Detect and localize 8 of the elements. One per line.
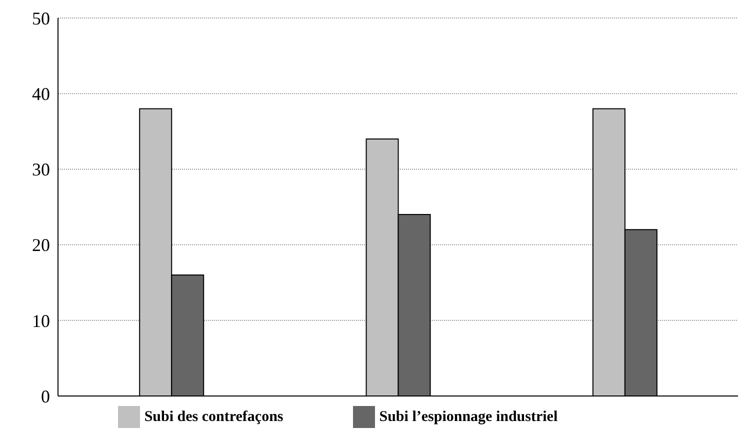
- y-tick-label: 20: [32, 235, 50, 256]
- y-tick-label: 40: [32, 84, 50, 104]
- y-tick-label: 10: [32, 310, 50, 331]
- legend-label: Subi des contrefaçons: [144, 408, 284, 425]
- legend-label: Subi l’espionnage industriel: [379, 408, 558, 425]
- y-tick-label: 50: [32, 8, 50, 28]
- y-tick-label: 0: [41, 386, 50, 406]
- y-tick-label: 30: [32, 160, 50, 180]
